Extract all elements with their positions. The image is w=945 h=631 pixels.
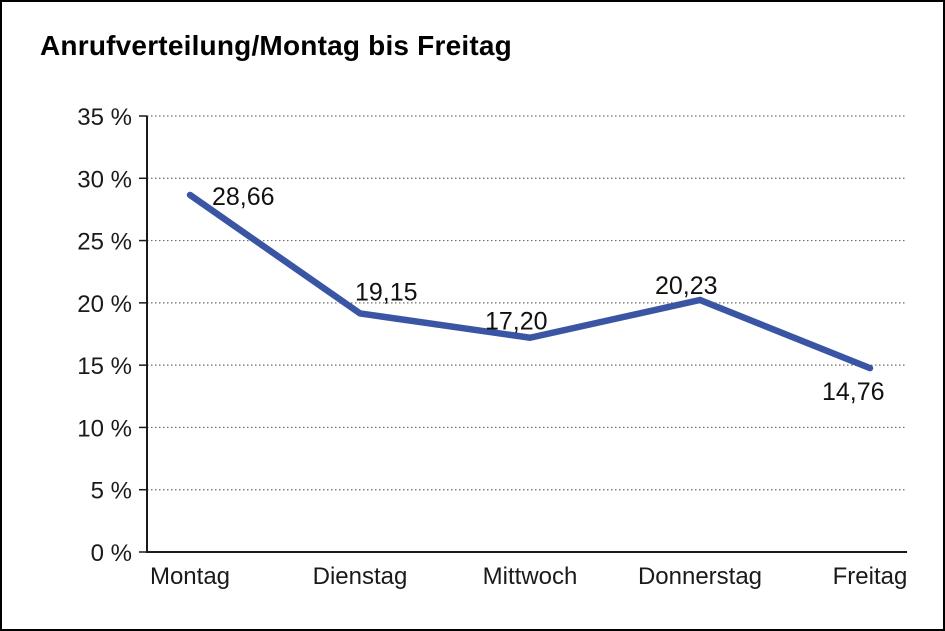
data-point-label: 19,15 — [355, 278, 418, 306]
y-tick-label: 15 % — [77, 353, 132, 380]
data-line — [186, 191, 874, 372]
x-category-label: Freitag — [833, 563, 908, 590]
data-point-label: 14,76 — [822, 378, 885, 406]
x-category-label: Dienstag — [313, 563, 408, 590]
data-point-label: 28,66 — [212, 183, 275, 211]
x-category-label: Donnerstag — [638, 563, 762, 590]
y-tick-label: 5 % — [91, 478, 132, 505]
data-point-label: 17,20 — [485, 308, 548, 336]
y-tick-label: 0 % — [91, 540, 132, 567]
data-point-label: 20,23 — [655, 272, 718, 300]
x-category-label: Mittwoch — [483, 563, 578, 590]
y-tick-label: 35 % — [77, 104, 132, 131]
y-tick-label: 20 % — [77, 291, 132, 318]
x-category-label: Montag — [150, 563, 230, 590]
y-tick-label: 30 % — [77, 166, 132, 193]
y-tick-label: 10 % — [77, 415, 132, 442]
chart-title: Anrufverteilung/Montag bis Freitag — [40, 30, 512, 61]
y-tick-label: 25 % — [77, 229, 132, 256]
